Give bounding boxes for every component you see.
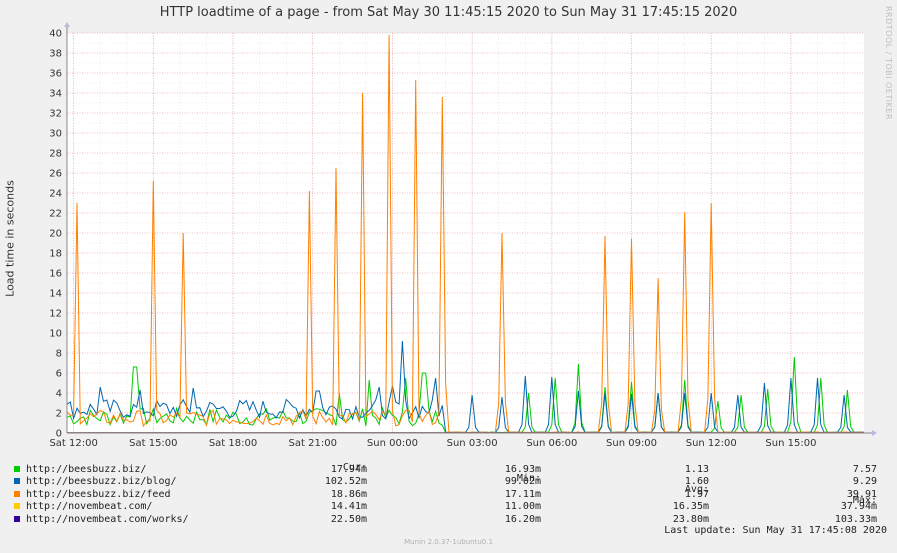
y-tick-label: 34 [49,89,62,100]
legend-swatch [14,503,20,509]
legend-max-value: 7.57 [852,463,877,475]
legend-avg-value: 23.80m [672,513,709,525]
chart-axes [64,22,877,436]
y-tick-label: 26 [49,169,62,180]
y-tick-label: 12 [49,309,62,320]
series-line [66,34,864,434]
legend-header-min: Min: [516,473,541,484]
legend-avg-value: 16.35m [672,501,709,512]
legend-min-value: 11.00m [504,501,541,512]
legend-row: http://beesbuzz.biz/blog/102.52m 99.02m 1.… [12,476,887,489]
legend-max-value: 39.91 [846,488,877,500]
legend-series-name: http://novembeat.com/ [26,501,153,512]
legend-avg-value: 1.60 [684,476,709,487]
chart-title: HTTP loadtime of a page - from Sat May 3… [159,5,738,20]
y-tick-label: 38 [49,49,62,60]
x-tick-labels: Sat 12:00 Sat 15:00 Sat 18:00 Sat 21:00 Sun … [49,438,816,449]
y-tick-label: 24 [49,189,62,200]
x-tick-label: Sun 00:00 [367,438,418,449]
y-tick-label: 40 [49,29,62,40]
y-tick-label: 6 [56,369,62,380]
legend-swatch [14,478,20,484]
legend-swatch [14,490,20,497]
legend-min-value: 16.93m [504,463,541,475]
legend-row: http://novembeat.com/works/22.50m 16.20m 2… [12,514,887,527]
legend-cur-value: 17.94m [330,463,367,475]
y-axis-arrow [64,22,70,27]
legend-series-name: http://beesbuzz.biz/feed [26,488,171,500]
legend-header-max: Max: [852,495,877,506]
legend-swatch [14,465,20,472]
y-tick-label: 16 [49,269,62,280]
y-tick-label: 32 [49,109,62,120]
y-tick-label: 8 [56,349,62,360]
x-tick-label: Sun 03:00 [447,438,498,449]
legend-avg-value: 1.13 [684,463,709,475]
y-tick-label: 14 [49,289,62,300]
y-tick-label: 2 [56,409,62,420]
x-tick-label: Sat 21:00 [289,438,337,449]
x-tick-label: Sun 15:00 [765,438,816,449]
x-tick-label: Sat 15:00 [129,438,177,449]
legend-swatch [14,515,20,522]
legend-cur-value: 22.50m [330,513,367,525]
legend-avg-value: 1.97 [684,488,709,500]
legend-header-avg: Avg: [684,484,709,495]
legend-min-value: 17.11m [504,488,541,500]
legend-header-cur: Cur: [342,462,367,473]
legend-header: Cur: Min: Avg: Max: [12,451,887,506]
y-tick-label: 28 [49,149,62,160]
legend-row: http://novembeat.com/14.41m 11.00m 16.35m 3… [12,501,887,514]
x-axis-arrow [872,430,877,436]
legend-series-name: http://beesbuzz.biz/blog/ [26,476,177,487]
y-tick-label: 18 [49,249,62,260]
y-tick-label: 20 [49,229,62,240]
y-tick-label: 36 [49,69,62,80]
chart-grid [67,32,864,434]
legend-row: http://beesbuzz.biz/feed 18.86m 17.11m 1.97… [12,489,887,502]
legend-row: http://beesbuzz.biz/17.94m 16.93m 1.13 7.57 [12,464,887,477]
y-tick-label: 0 [56,429,62,440]
legend: Cur: Min: Avg: Max: http://beesbuzz.biz/… [12,451,887,526]
legend-max-value: 37.94m [840,501,877,512]
legend-max-value: 9.29 [852,476,877,487]
rrdtool-watermark: RRDTOOL / TOBI OETIKER [884,6,893,121]
x-tick-label: Sun 06:00 [526,438,577,449]
y-tick-label: 4 [56,389,62,400]
y-tick-label: 30 [49,129,62,140]
x-tick-label: Sun 09:00 [606,438,657,449]
last-update: Last update: Sun May 31 17:45:08 2020 [664,525,887,536]
x-tick-label: Sun 12:00 [686,438,737,449]
x-tick-label: Sat 12:00 [49,438,97,449]
legend-min-value: 99.02m [504,476,541,487]
legend-min-value: 16.20m [504,513,541,525]
legend-max-value: 103.33m [834,513,877,525]
y-tick-label: 10 [49,329,62,340]
legend-series-name: http://beesbuzz.biz/ [26,463,147,475]
munin-version: Munin 2.0.37-1ubuntu0.1 [404,538,493,546]
legend-series-name: http://novembeat.com/works/ [26,513,189,525]
x-tick-label: Sat 18:00 [209,438,257,449]
legend-cur-value: 102.52m [324,476,367,487]
legend-cur-value: 18.86m [330,488,367,500]
y-tick-label: 22 [49,209,62,220]
legend-cur-value: 14.41m [330,501,367,512]
